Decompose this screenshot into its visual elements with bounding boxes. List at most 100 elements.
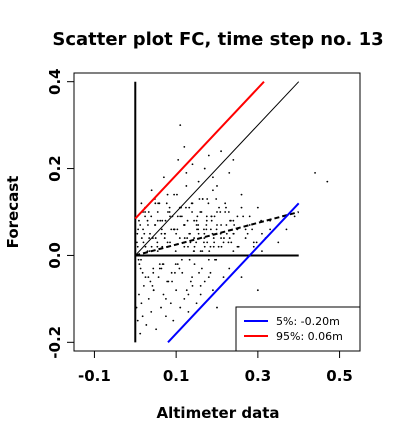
data-point [219,211,222,213]
data-point [147,224,149,226]
data-point [220,150,222,153]
x-tick-label: 0.3 [245,367,272,385]
data-point [199,211,202,213]
data-point [178,267,181,270]
data-point [180,258,183,261]
data-point [149,232,151,235]
data-point [172,228,175,231]
data-point [212,189,214,192]
data-point [164,219,167,222]
data-point [195,302,198,305]
data-point [203,245,206,248]
data-point [212,176,214,179]
data-point [160,267,163,270]
data-point [147,211,150,213]
data-point [158,263,161,266]
data-point [213,215,216,218]
data-point [152,271,155,274]
data-point [155,328,158,331]
data-point [212,289,214,292]
data-point [206,198,209,200]
data-point [144,245,147,248]
chart-title: Scatter plot FC, time step no. 13 [52,29,383,50]
data-point [154,224,157,226]
data-point [140,302,143,305]
data-point [230,241,233,244]
data-point [179,306,182,309]
data-point [200,267,203,270]
data-point [138,263,141,266]
data-point [326,180,329,183]
data-point [210,215,213,218]
data-point [137,228,140,231]
legend-label-5pct: 5%: -0.20m [276,315,340,328]
data-point [180,215,183,218]
data-point [183,237,186,239]
data-point [185,289,188,292]
data-point [167,211,169,213]
data-point [144,276,147,279]
data-point [169,215,171,218]
data-point [224,202,227,205]
data-point [142,241,145,244]
data-point [190,202,193,205]
data-point [171,280,173,283]
data-points [135,124,329,335]
data-point [146,219,149,222]
data-point [215,198,218,200]
data-point [141,271,144,274]
data-point [207,154,210,157]
data-point [261,232,263,235]
data-point [205,224,208,226]
data-point [136,241,138,244]
data-point [189,232,191,235]
data-point [203,232,206,235]
data-point [154,202,157,205]
data-point [140,258,142,261]
identity-line [134,81,300,256]
data-point [240,193,243,196]
data-point [216,185,218,187]
data-point [175,289,178,292]
data-point [189,241,192,244]
data-point [212,245,215,248]
data-point [176,263,179,266]
data-point [188,206,191,209]
data-point [206,241,209,244]
data-point [187,311,190,313]
data-point [160,228,163,231]
data-point [203,237,206,239]
y-tick-label: 0.2 [46,155,64,182]
data-point [177,158,180,161]
data-point [144,211,146,213]
data-point [196,228,198,231]
data-point [227,241,230,244]
lower-bound-line [167,202,300,343]
data-point [203,167,206,170]
data-point [192,250,195,252]
data-point [170,228,173,231]
data-point [205,228,208,231]
data-point [137,258,140,261]
data-point [136,232,139,235]
data-point [224,211,227,213]
data-point [193,219,196,222]
data-point [248,215,251,218]
data-point [191,163,194,166]
data-point [148,237,151,239]
data-point [191,284,194,287]
data-point [144,215,146,218]
data-point [165,297,167,300]
data-point [201,250,204,252]
data-point [183,224,186,226]
data-point [197,180,200,183]
data-point [140,202,143,205]
x-tick-label: 0.5 [326,367,353,385]
data-point [161,263,164,266]
data-point [169,302,172,305]
data-point [142,228,144,231]
data-point [185,172,188,174]
data-point [158,267,161,270]
data-point [162,176,165,179]
